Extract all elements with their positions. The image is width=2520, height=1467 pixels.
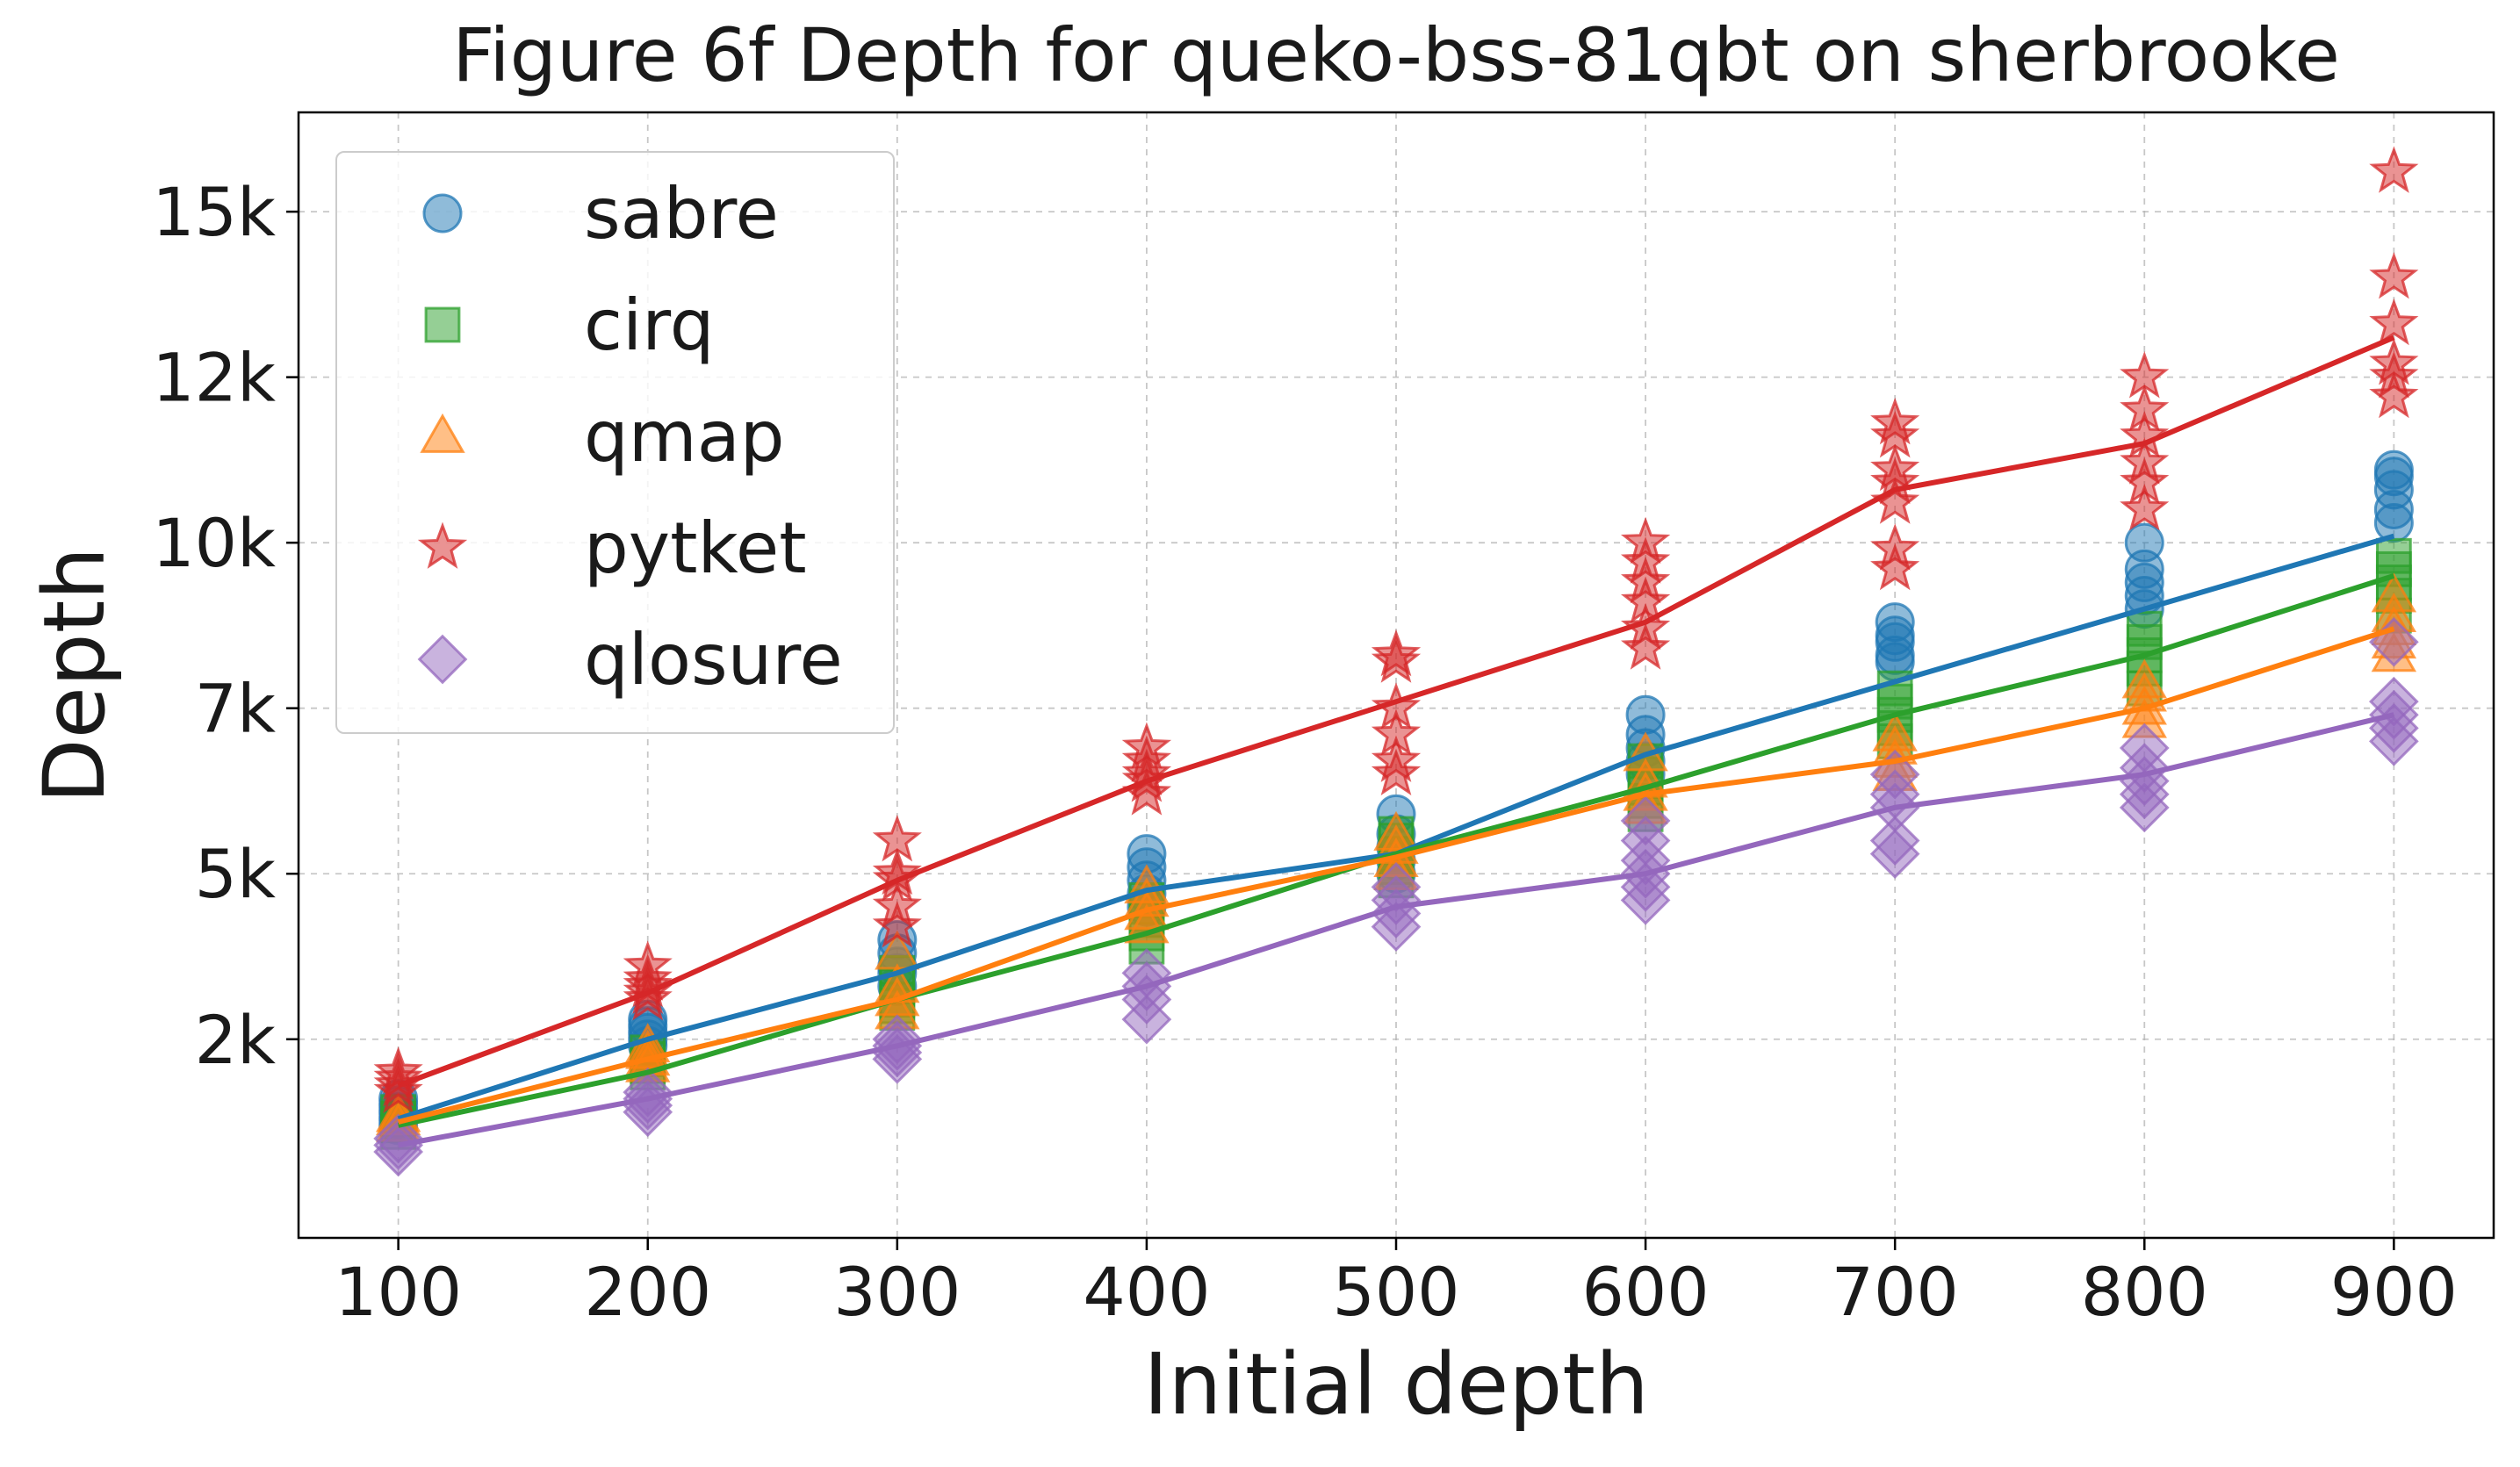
point-sabre: [2373, 449, 2414, 490]
point-qmap: [2121, 658, 2167, 699]
point-pytket: [2120, 384, 2170, 432]
point-pytket: [1620, 556, 1671, 604]
legend-label-qlosure: qlosure: [584, 619, 843, 701]
point-pytket: [1371, 682, 1422, 730]
x-tick-label: 900: [2330, 1253, 2458, 1331]
point-qlosure: [623, 1067, 673, 1118]
point-pytket: [2369, 251, 2419, 299]
point-cirq: [2126, 610, 2163, 647]
point-pytket: [2369, 351, 2419, 399]
x-axis-label: Initial depth: [1143, 1335, 1649, 1434]
point-pytket: [1870, 543, 1920, 591]
point-pytket: [2369, 146, 2419, 193]
legend-label-sabre: sabre: [584, 173, 779, 255]
point-pytket: [2120, 437, 2170, 485]
point-pytket: [1870, 410, 1920, 458]
series-points: [373, 146, 2419, 1177]
x-tick-label: 100: [335, 1253, 462, 1331]
y-axis: 2k 5k 7k 10k 12k 15k: [152, 173, 299, 1079]
point-pytket: [1371, 748, 1422, 796]
series-qlosure-points: [373, 616, 2419, 1177]
legend: sabre cirq qmap pytket qlosure: [335, 151, 895, 734]
point-qlosure: [1620, 795, 1671, 846]
legend-label-qmap: qmap: [584, 396, 785, 478]
legend-marker-cirq: [424, 306, 461, 343]
legend-items: sabre cirq qmap pytket qlosure: [417, 173, 843, 701]
point-qlosure: [1371, 861, 1422, 912]
x-tick-label: 500: [1332, 1253, 1459, 1331]
point-qlosure: [373, 1113, 424, 1164]
x-tick-label: 400: [1083, 1253, 1210, 1331]
x-tick-label: 800: [2081, 1253, 2208, 1331]
point-sabre: [1875, 602, 1915, 643]
point-pytket: [872, 814, 922, 862]
chart-title: Figure 6f Depth for queko-bss-81qbt on s…: [452, 12, 2340, 98]
x-axis: 100 200 300 400 500 600 700 800 900: [335, 1238, 2458, 1331]
legend-label-cirq: cirq: [584, 284, 714, 366]
point-pytket: [1371, 629, 1422, 677]
x-tick-label: 700: [1832, 1253, 1959, 1331]
point-pytket: [373, 1046, 423, 1094]
point-qmap: [2371, 572, 2417, 613]
point-pytket: [2369, 298, 2419, 346]
y-tick-label: 2k: [195, 1001, 276, 1079]
point-pytket: [1620, 536, 1671, 584]
point-pytket: [2369, 338, 2419, 385]
point-pytket: [623, 940, 673, 988]
point-pytket: [1121, 735, 1172, 782]
point-pytket: [1121, 722, 1172, 769]
point-pytket: [1870, 397, 1920, 445]
legend-label-pytket: pytket: [584, 507, 807, 589]
legend-marker-pytket: [417, 521, 468, 569]
legend-marker-sabre: [422, 193, 463, 234]
point-pytket: [872, 901, 922, 948]
legend-box: [335, 151, 895, 734]
point-pytket: [1620, 602, 1671, 651]
point-pytket: [1620, 622, 1671, 670]
y-tick-label: 12k: [152, 339, 276, 417]
point-qmap: [875, 930, 920, 970]
x-tick-label: 200: [584, 1253, 711, 1331]
y-tick-label: 7k: [195, 670, 276, 748]
y-tick-label: 10k: [152, 504, 276, 582]
legend-marker-qlosure: [417, 634, 468, 685]
series-qlosure-line: [398, 712, 2395, 1148]
point-qlosure: [2368, 676, 2419, 727]
point-pytket: [2120, 457, 2170, 505]
point-pytket: [1870, 523, 1920, 571]
y-tick-label: 5k: [195, 835, 276, 913]
series-lines: [397, 334, 2395, 1148]
point-pytket: [1620, 516, 1671, 565]
point-cirq: [2375, 537, 2412, 574]
y-axis-label: Depth: [25, 547, 124, 803]
point-qlosure: [2119, 723, 2170, 773]
point-pytket: [623, 953, 673, 1001]
x-tick-label: 300: [833, 1253, 961, 1331]
point-qmap: [1373, 810, 1419, 851]
point-sabre: [1625, 694, 1666, 735]
point-pytket: [2120, 351, 2170, 399]
series-pytket-points: [373, 146, 2419, 1114]
series-cirq-line: [397, 573, 2395, 1128]
point-pytket: [2369, 370, 2419, 419]
point-qlosure: [1869, 816, 1920, 866]
legend-marker-qmap: [420, 413, 465, 453]
point-sabre: [2124, 522, 2164, 563]
point-pytket: [872, 881, 922, 928]
point-pytket: [1371, 708, 1422, 756]
point-pytket: [1620, 576, 1671, 623]
point-pytket: [2120, 483, 2170, 531]
point-pytket: [1371, 735, 1422, 782]
x-tick-label: 600: [1582, 1253, 1710, 1331]
point-pytket: [1870, 443, 1920, 492]
y-tick-label: 15k: [152, 173, 276, 251]
series-pytket-line: [397, 334, 2395, 1089]
series-qmap-line: [397, 626, 2395, 1125]
